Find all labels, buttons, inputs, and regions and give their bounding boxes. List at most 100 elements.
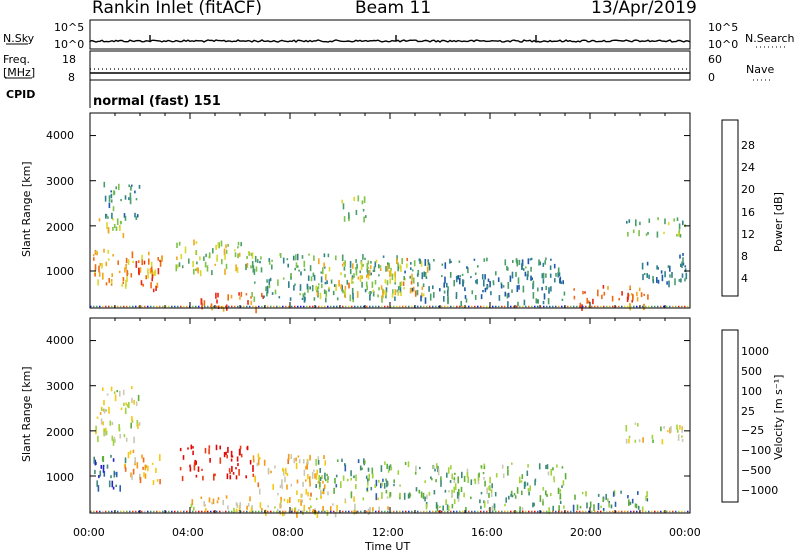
velocity-echo-cell — [111, 435, 114, 441]
power-near-range-cell — [567, 305, 569, 308]
power-near-range-cell — [396, 305, 398, 308]
power-echo-cell — [312, 272, 315, 277]
power-near-range-cell — [528, 305, 530, 308]
power-echo-cell — [290, 273, 292, 278]
power-echo-cell — [348, 212, 350, 219]
velocity-echo-cell — [95, 425, 97, 433]
velocity-near-range-cell — [471, 510, 473, 513]
velocity-echo-cell — [315, 473, 318, 480]
velocity-echo-cell — [670, 426, 672, 433]
velocity-echo-cell — [209, 458, 211, 463]
velocity-echo-cell — [201, 468, 203, 471]
velocity-echo-cell — [364, 460, 366, 464]
velocity-echo-cell — [97, 435, 99, 443]
power-echo-cell — [247, 251, 250, 256]
velocity-echo-cell — [490, 493, 493, 497]
velocity-near-range-cell — [168, 510, 170, 513]
power-echo-cell — [531, 277, 533, 280]
power-echo-cell — [294, 283, 296, 286]
velocity-echo-cell — [267, 467, 270, 475]
power-near-range-cell — [684, 305, 686, 308]
power-echo-cell — [245, 263, 247, 271]
power-echo-cell — [390, 269, 392, 277]
power-echo-cell — [370, 291, 372, 294]
velocity-echo-cell — [133, 436, 135, 444]
velocity-echo-cell — [539, 495, 542, 502]
power-echo-cell — [477, 265, 479, 268]
velocity-echo-cell — [369, 507, 371, 514]
velocity-near-range-cell — [603, 510, 605, 513]
velocity-echo-cell — [350, 477, 352, 481]
velocity-near-range-cell — [474, 510, 476, 513]
velocity-near-range-cell — [651, 510, 653, 513]
velocity-echo-cell — [113, 391, 116, 394]
power-echo-cell — [678, 223, 681, 230]
velocity-colorbar-frame — [721, 329, 739, 503]
power-echo-cell — [360, 266, 363, 270]
power-echo-cell — [343, 216, 346, 222]
power-echo-cell — [129, 192, 132, 198]
velocity-near-range-cell — [318, 510, 320, 513]
power-echo-cell — [367, 266, 369, 269]
velocity-echo-cell — [151, 462, 154, 465]
power-echo-cell — [159, 259, 161, 262]
power-echo-cell — [200, 298, 203, 305]
power-echo-cell — [362, 263, 364, 267]
power-echo-cell — [125, 283, 127, 289]
velocity-echo-cell — [127, 403, 129, 408]
power-echo-cell — [682, 257, 684, 264]
power-echo-cell — [676, 234, 678, 237]
power-near-range-cell — [561, 305, 563, 308]
power-echo-cell — [636, 291, 638, 297]
velocity-echo-cell — [285, 467, 287, 475]
velocity-echo-cell — [367, 482, 369, 486]
power-echo-cell — [135, 260, 138, 268]
power-near-range-cell — [228, 305, 230, 308]
power-echo-cell — [349, 261, 352, 268]
velocity-echo-cell — [332, 503, 334, 506]
power-near-range-cell — [321, 305, 323, 308]
power-echo-cell — [364, 289, 367, 293]
power-near-range-cell — [384, 305, 386, 308]
power-echo-cell — [459, 275, 461, 278]
power-echo-cell — [260, 267, 263, 273]
velocity-echo-cell — [557, 487, 560, 494]
power-echo-cell — [449, 258, 451, 264]
power-echo-cell — [277, 279, 279, 286]
power-echo-cell — [215, 244, 217, 250]
power-echo-cell — [483, 279, 485, 287]
velocity-echo-cell — [131, 386, 133, 390]
power-echo-cell — [545, 257, 547, 261]
velocity-echo-cell — [132, 449, 135, 454]
velocity-echo-cell — [139, 476, 142, 484]
power-echo-cell — [254, 255, 257, 263]
velocity-echo-cell — [620, 490, 622, 494]
power-echo-cell — [344, 260, 346, 267]
power-near-range-cell — [225, 305, 227, 308]
velocity-echo-cell — [254, 477, 256, 481]
velocity-echo-cell — [219, 457, 222, 464]
velocity-echo-cell — [355, 474, 357, 482]
power-near-range-cell — [678, 305, 680, 308]
power-echo-cell — [204, 261, 207, 268]
velocity-echo-cell — [386, 496, 389, 499]
velocity-echo-cell — [637, 505, 640, 510]
power-echo-cell — [375, 259, 378, 263]
power-near-range-cell — [648, 305, 650, 308]
power-echo-cell — [341, 254, 344, 262]
power-echo-cell — [362, 254, 364, 260]
power-near-range-cell — [324, 305, 326, 308]
power-echo-cell — [151, 274, 154, 279]
velocity-echo-cell — [283, 498, 286, 502]
power-echo-cell — [400, 291, 402, 297]
velocity-near-range-cell — [642, 510, 644, 513]
power-echo-cell — [131, 251, 134, 259]
power-echo-cell — [101, 263, 103, 269]
velocity-echo-cell — [280, 496, 282, 501]
velocity-near-range-cell — [429, 510, 431, 513]
power-echo-cell — [632, 229, 635, 234]
power-echo-cell — [400, 281, 403, 286]
velocity-near-range-cell — [249, 510, 251, 513]
velocity-echo-cell — [527, 464, 529, 468]
velocity-echo-cell — [451, 489, 453, 496]
